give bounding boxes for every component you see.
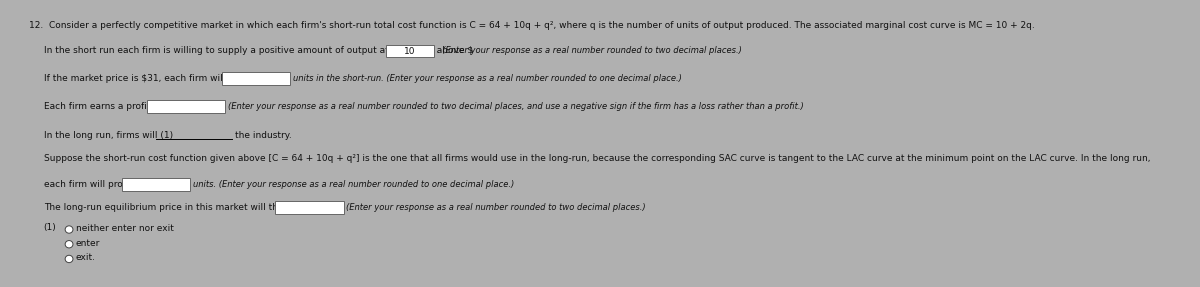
Circle shape (65, 241, 73, 248)
Text: enter: enter (76, 239, 101, 248)
Text: units. (Enter your response as a real number rounded to one decimal place.): units. (Enter your response as a real nu… (193, 180, 515, 189)
Bar (222, 72, 290, 85)
Bar (385, 44, 434, 57)
Text: The long-run equilibrium price in this market will therefore be $: The long-run equilibrium price in this m… (43, 203, 334, 212)
Circle shape (65, 226, 73, 233)
Text: (Enter your response as a real number rounded to two decimal places, and use a n: (Enter your response as a real number ro… (228, 102, 804, 111)
Circle shape (65, 255, 73, 263)
Text: (1): (1) (43, 223, 56, 232)
Text: . (Enter your response as a real number rounded to two decimal places.): . (Enter your response as a real number … (437, 46, 743, 55)
Text: In the long run, firms will (1): In the long run, firms will (1) (43, 131, 173, 140)
Text: Each firm earns a profit of $: Each firm earns a profit of $ (43, 102, 170, 111)
Text: 10: 10 (404, 46, 416, 56)
Text: each firm will produce: each firm will produce (43, 180, 144, 189)
Text: neither enter nor exit: neither enter nor exit (76, 224, 174, 233)
Bar (275, 201, 343, 214)
Bar (122, 178, 191, 191)
Text: 12.  Consider a perfectly competitive market in which each firm's short-run tota: 12. Consider a perfectly competitive mar… (29, 21, 1034, 30)
Text: the industry.: the industry. (235, 131, 292, 140)
Text: If the market price is $31, each firm will produce: If the market price is $31, each firm wi… (43, 74, 265, 83)
Text: Suppose the short-run cost function given above [C = 64 + 10q + q²] is the one t: Suppose the short-run cost function give… (43, 154, 1150, 163)
Text: In the short run each firm is willing to supply a positive amount of output at a: In the short run each firm is willing to… (43, 46, 473, 55)
Bar (146, 100, 226, 113)
Text: (Enter your response as a real number rounded to two decimal places.): (Enter your response as a real number ro… (347, 203, 646, 212)
Text: exit.: exit. (76, 253, 96, 262)
Text: units in the short-run. (Enter your response as a real number rounded to one dec: units in the short-run. (Enter your resp… (293, 74, 682, 83)
